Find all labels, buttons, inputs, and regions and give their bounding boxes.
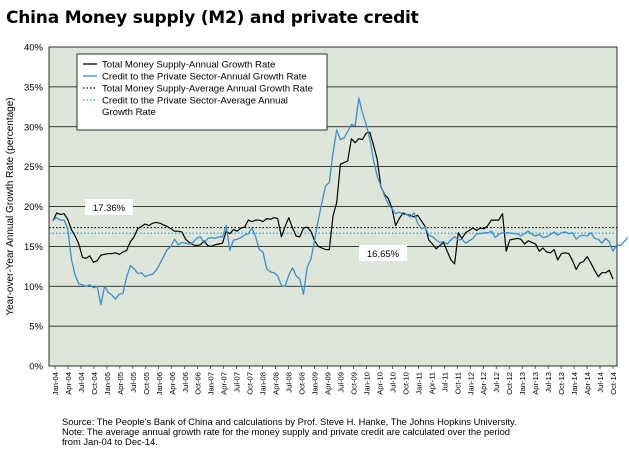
x-tick-label: Oct-14 (609, 372, 618, 395)
x-tick-label: Oct-10 (401, 372, 410, 395)
x-tick-label: Apr-06 (168, 372, 177, 395)
x-tick-label: Apr-05 (116, 372, 125, 395)
x-tick-label: Apr-13 (531, 372, 540, 395)
y-tick-label: 30% (24, 122, 44, 133)
series-line-private-credit (52, 97, 629, 306)
x-tick-label: Apr-10 (375, 372, 384, 395)
x-tick-label: Oct-05 (142, 372, 151, 395)
x-tick-label: Jul-11 (440, 372, 449, 392)
chart-title: China Money supply (M2) and private cred… (6, 8, 419, 28)
y-tick-label: 0% (29, 362, 43, 373)
x-tick-label: Oct-06 (194, 372, 203, 395)
x-tick-label: Apr-11 (427, 372, 436, 394)
x-tick-label: Jul-07 (233, 372, 242, 393)
source-note: Source: The People's Bank of China and c… (62, 417, 622, 447)
x-tick-label: Oct-12 (505, 372, 514, 395)
source-line: Source: The People's Bank of China and c… (62, 416, 517, 427)
x-tick-label: Jan-08 (259, 372, 268, 395)
x-tick-label: Jul-08 (285, 372, 294, 393)
x-tick-label: Apr-09 (324, 372, 333, 395)
series-line-money-supply (52, 131, 614, 280)
x-tick-label: Jul-04 (77, 372, 86, 393)
x-tick-label: Oct-07 (246, 372, 255, 395)
x-tick-label: Jan-12 (466, 372, 475, 395)
x-tick-label: Jul-06 (181, 372, 190, 393)
legend-entry: Credit to the Private Sector-Annual Grow… (102, 72, 307, 83)
x-tick-label: Jul-13 (544, 372, 553, 393)
y-tick-label: 20% (24, 202, 44, 213)
x-tick-label: Oct-08 (298, 372, 307, 395)
y-tick-label: 15% (24, 242, 44, 253)
y-axis-label: Year-over-Year Annual Growth Rate (perce… (5, 97, 16, 315)
x-tick-label: Jan-11 (414, 372, 423, 395)
x-tick-label: Jan-10 (362, 372, 371, 395)
x-tick-label: Jul-14 (596, 372, 605, 393)
legend-entry-continued: Growth Rate (102, 107, 156, 118)
average-label-private-credit-box (359, 245, 407, 261)
y-tick-label: 5% (29, 322, 43, 333)
x-tick-label: Jul-09 (336, 372, 345, 393)
note-line: from Jan-04 to Dec-14. (62, 436, 158, 447)
average-label-money-supply-box (85, 199, 133, 215)
x-tick-label: Oct-04 (90, 372, 99, 395)
legend-entry: Total Money Supply-Average Annual Growth… (102, 84, 313, 95)
x-tick-label: Oct-13 (557, 372, 566, 395)
x-tick-label: Apr-14 (583, 372, 592, 395)
note-line: Note: The average annual growth rate for… (62, 426, 511, 437)
x-tick-label: Oct-11 (453, 372, 462, 394)
x-tick-label: Jul-12 (492, 372, 501, 393)
x-tick-label: Jan-13 (518, 372, 527, 395)
x-tick-label: Apr-04 (64, 372, 73, 395)
legend-entry: Total Money Supply-Annual Growth Rate (102, 60, 275, 71)
x-tick-label: Jul-10 (388, 372, 397, 393)
x-tick-label: Apr-07 (220, 372, 229, 395)
x-tick-label: Jan-05 (103, 372, 112, 395)
legend (76, 53, 328, 131)
x-tick-label: Jan-09 (311, 372, 320, 395)
legend-entry: Credit to the Private Sector-Average Ann… (102, 96, 288, 107)
x-tick-label: Jan-04 (51, 372, 60, 395)
x-tick-label: Apr-12 (479, 372, 488, 395)
x-tick-label: Jan-07 (207, 372, 216, 395)
x-tick-label: Jan-06 (155, 372, 164, 395)
y-tick-label: 25% (24, 162, 44, 173)
average-label-private-credit: 16.65% (367, 249, 400, 260)
x-tick-label: Jan-14 (570, 372, 579, 395)
x-tick-label: Jul-05 (129, 372, 138, 393)
x-tick-label: Apr-08 (272, 372, 281, 395)
y-tick-label: 10% (24, 282, 44, 293)
y-tick-label: 35% (24, 82, 44, 93)
y-tick-label: 40% (24, 43, 44, 54)
x-tick-label: Oct-09 (349, 372, 358, 395)
average-label-money-supply: 17.36% (93, 203, 126, 214)
